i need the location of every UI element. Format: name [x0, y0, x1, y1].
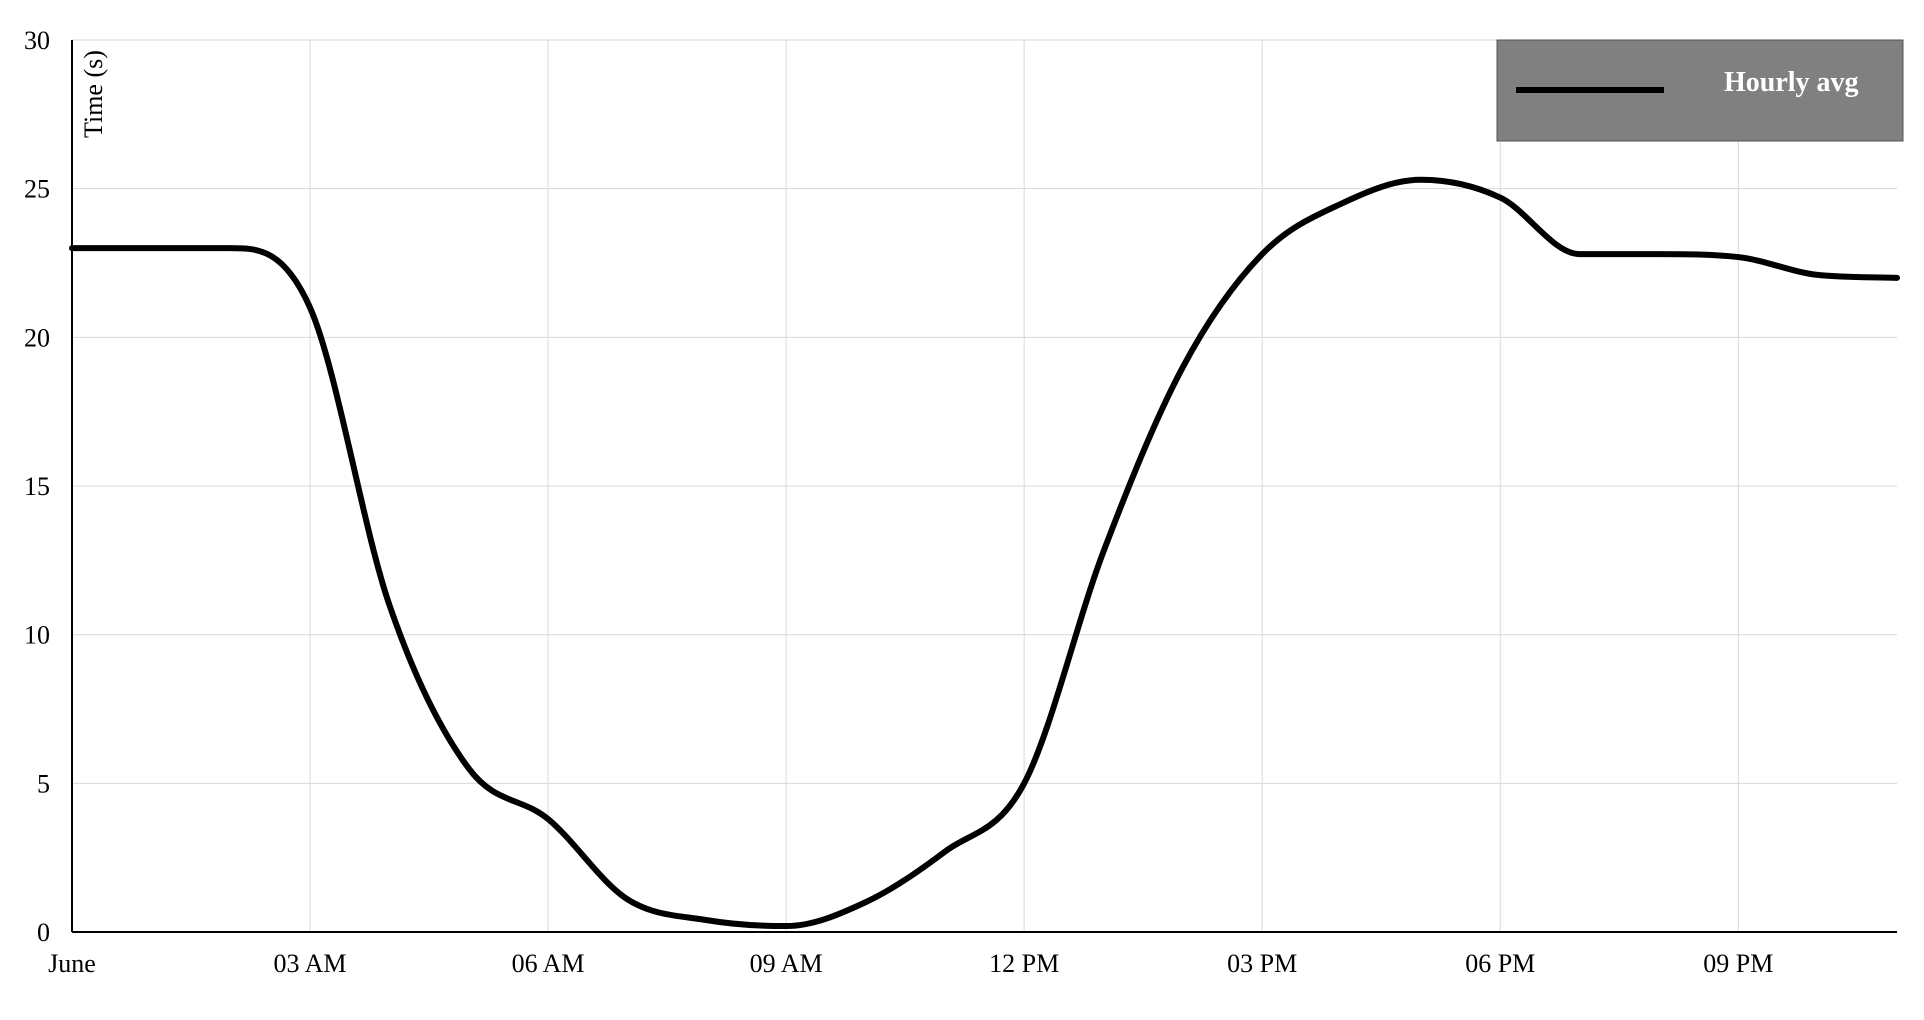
- x-tick-label-0: June: [48, 949, 96, 978]
- x-tick-label-15: 03 PM: [1227, 949, 1297, 978]
- x-tick-label-21: 09 PM: [1703, 949, 1773, 978]
- x-tick-label-9: 09 AM: [750, 949, 823, 978]
- x-tick-label-6: 06 AM: [512, 949, 585, 978]
- x-tick-label-3: 03 AM: [274, 949, 347, 978]
- y-tick-label-30: 30: [24, 26, 50, 55]
- x-tick-labels: June 03 AM 06 AM 09 AM 12 PM 03 PM 06 PM 09 PM: [48, 949, 1773, 978]
- y-tick-label-20: 20: [24, 323, 50, 352]
- axes: [71, 40, 1897, 933]
- grid: [72, 39, 1897, 932]
- y-tick-label-5: 5: [37, 769, 50, 798]
- y-tick-label-15: 15: [24, 472, 50, 501]
- y-tick-label-25: 25: [24, 175, 50, 204]
- x-tick-label-18: 06 PM: [1465, 949, 1535, 978]
- legend: Hourly avg: [1496, 39, 1904, 142]
- y-tick-label-0: 0: [37, 918, 50, 947]
- series-line-0: [69, 176, 1900, 930]
- series-layer: [69, 176, 1900, 930]
- y-tick-label-10: 10: [24, 621, 50, 650]
- y-tick-labels: 0 5 10 15 20 25 30: [24, 26, 50, 947]
- x-tick-label-12: 12 PM: [989, 949, 1059, 978]
- y-axis-title: Time (s): [79, 50, 108, 138]
- legend-label-hourly-avg: Hourly avg: [1724, 67, 1859, 98]
